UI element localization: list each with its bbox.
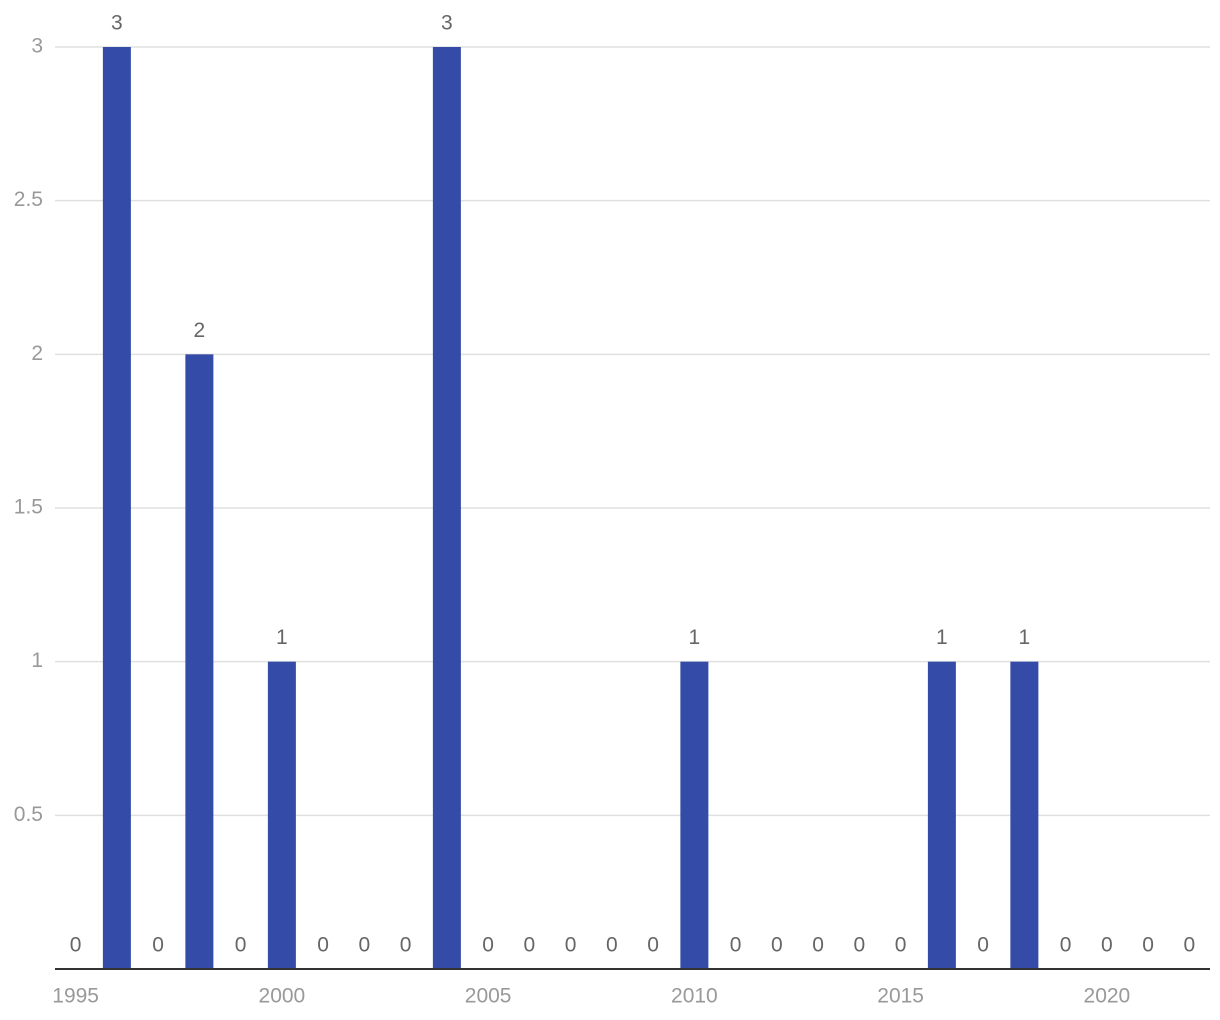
y-tick-label: 3 bbox=[31, 35, 43, 58]
y-tick-label: 2 bbox=[31, 342, 43, 365]
value-label: 1 bbox=[936, 626, 948, 649]
value-label: 0 bbox=[1142, 934, 1154, 957]
value-label: 0 bbox=[854, 934, 866, 957]
y-tick-label: 2.5 bbox=[14, 188, 43, 211]
value-label: 0 bbox=[70, 934, 82, 957]
value-label: 0 bbox=[812, 934, 824, 957]
value-label: 2 bbox=[194, 319, 206, 342]
value-label: 0 bbox=[524, 934, 536, 957]
value-label: 0 bbox=[1101, 934, 1113, 957]
y-tick-label: 1 bbox=[31, 649, 43, 672]
x-tick-label: 1995 bbox=[52, 985, 99, 1008]
value-label: 0 bbox=[400, 934, 412, 957]
value-label: 0 bbox=[235, 934, 247, 957]
bar bbox=[267, 661, 296, 969]
value-label: 0 bbox=[771, 934, 783, 957]
y-tick-label: 0.5 bbox=[14, 803, 43, 826]
x-tick-label: 2015 bbox=[877, 985, 924, 1008]
value-label: 0 bbox=[317, 934, 329, 957]
value-label: 1 bbox=[1019, 626, 1031, 649]
value-label: 0 bbox=[1184, 934, 1196, 957]
value-label: 0 bbox=[606, 934, 618, 957]
value-label: 0 bbox=[977, 934, 989, 957]
bar bbox=[102, 47, 131, 969]
bar bbox=[927, 661, 956, 969]
y-tick-label: 1.5 bbox=[14, 496, 43, 519]
bar bbox=[432, 47, 461, 969]
value-label: 0 bbox=[1060, 934, 1072, 957]
bar bbox=[1010, 661, 1039, 969]
value-label: 0 bbox=[647, 934, 659, 957]
value-label: 0 bbox=[895, 934, 907, 957]
value-label: 0 bbox=[482, 934, 494, 957]
value-label: 0 bbox=[730, 934, 742, 957]
x-tick-label: 2000 bbox=[259, 985, 306, 1008]
value-label: 0 bbox=[359, 934, 371, 957]
value-label: 0 bbox=[565, 934, 577, 957]
x-tick-label: 2020 bbox=[1084, 985, 1131, 1008]
bar bbox=[680, 661, 709, 969]
x-tick-label: 2010 bbox=[671, 985, 718, 1008]
value-label: 1 bbox=[689, 626, 701, 649]
value-label: 1 bbox=[276, 626, 288, 649]
value-label: 0 bbox=[152, 934, 164, 957]
value-label: 3 bbox=[441, 12, 453, 35]
value-label: 3 bbox=[111, 12, 123, 35]
bar bbox=[185, 354, 214, 969]
x-tick-label: 2005 bbox=[465, 985, 512, 1008]
